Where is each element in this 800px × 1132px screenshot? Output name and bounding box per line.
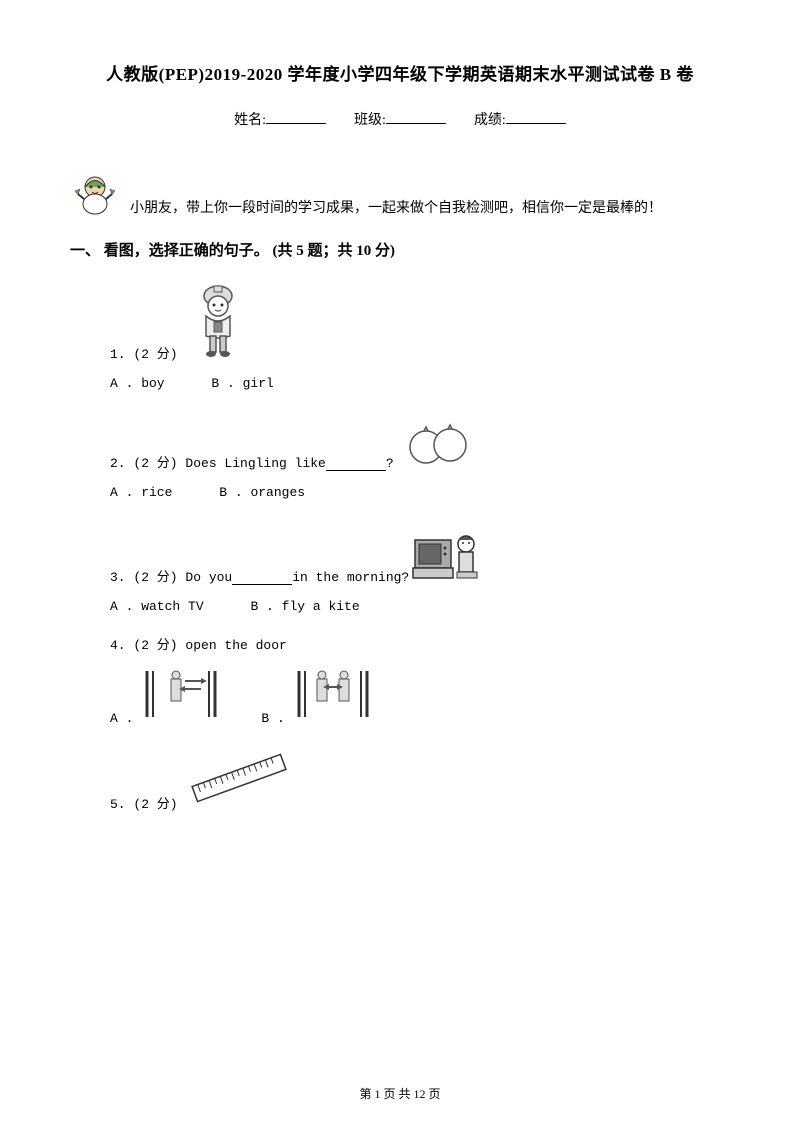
intro-text: 小朋友，带上你一段时间的学习成果，一起来做个自我检测吧，相信你一定是最棒的！ [130, 169, 662, 217]
question-2: 2. (2 分) Does Lingling like ? [110, 417, 730, 471]
q3-text: 3. (2 分) Do you [110, 566, 232, 585]
section-1-heading: 一、 看图，选择正确的句子。 (共 5 题；共 10 分) [70, 239, 730, 260]
q4-options: A . B . [110, 667, 730, 726]
q2-image-oranges-icon [404, 417, 474, 471]
question-5: 5. (2 分) [110, 748, 730, 812]
q2-option-a[interactable]: A . rice [110, 485, 172, 500]
q2-option-b[interactable]: B . oranges [219, 485, 305, 500]
q5-num: 5. (2 分) [110, 793, 178, 812]
score-label: 成绩: [474, 113, 506, 128]
question-3: 3. (2 分) Do you in the morning? [110, 526, 730, 585]
q3-options: A . watch TV B . fly a kite [110, 599, 730, 614]
page: 人教版(PEP)2019-2020 学年度小学四年级下学期英语期末水平测试试卷 … [0, 0, 800, 1132]
q4-opt-a-label: A . [110, 711, 133, 726]
q1-image-boy-icon [188, 278, 248, 362]
q2-blank[interactable] [326, 470, 386, 471]
exam-title: 人教版(PEP)2019-2020 学年度小学四年级下学期英语期末水平测试试卷 … [70, 60, 730, 85]
q1-option-a[interactable]: A . boy [110, 376, 165, 391]
q2-tail: ? [386, 456, 394, 471]
q4-option-b[interactable]: B . [261, 667, 372, 726]
q3-blank[interactable] [232, 584, 292, 585]
q3-option-b[interactable]: B . fly a kite [250, 599, 359, 614]
q5-image-ruler-icon [184, 748, 294, 812]
mascot-icon [70, 169, 120, 219]
class-blank[interactable] [386, 123, 446, 124]
name-blank[interactable] [266, 123, 326, 124]
q3-image-tv-icon [411, 526, 481, 585]
student-info-line: 姓名: 班级: 成绩: [70, 109, 730, 129]
q2-options: A . rice B . oranges [110, 485, 730, 500]
q4-text: 4. (2 分) open the door [110, 638, 287, 653]
q4-image-b-door-icon [293, 667, 373, 726]
q1-option-b[interactable]: B . girl [211, 376, 273, 391]
q4-option-a[interactable]: A . [110, 667, 221, 726]
name-label: 姓名: [234, 113, 266, 128]
q4-image-a-door-icon [141, 667, 221, 726]
score-blank[interactable] [506, 123, 566, 124]
intro-row: 小朋友，带上你一段时间的学习成果，一起来做个自我检测吧，相信你一定是最棒的！ [70, 169, 730, 219]
class-label: 班级: [354, 113, 386, 128]
q1-options: A . boy B . girl [110, 376, 730, 391]
q3-option-a[interactable]: A . watch TV [110, 599, 204, 614]
page-footer: 第 1 页 共 12 页 [0, 1085, 800, 1102]
question-1: 1. (2 分) [110, 278, 730, 362]
q4-opt-b-label: B . [261, 711, 284, 726]
q1-num: 1. (2 分) [110, 343, 178, 362]
q2-text: 2. (2 分) Does Lingling like [110, 452, 326, 471]
q3-tail: in the morning? [292, 570, 409, 585]
question-4: 4. (2 分) open the door [110, 634, 730, 653]
